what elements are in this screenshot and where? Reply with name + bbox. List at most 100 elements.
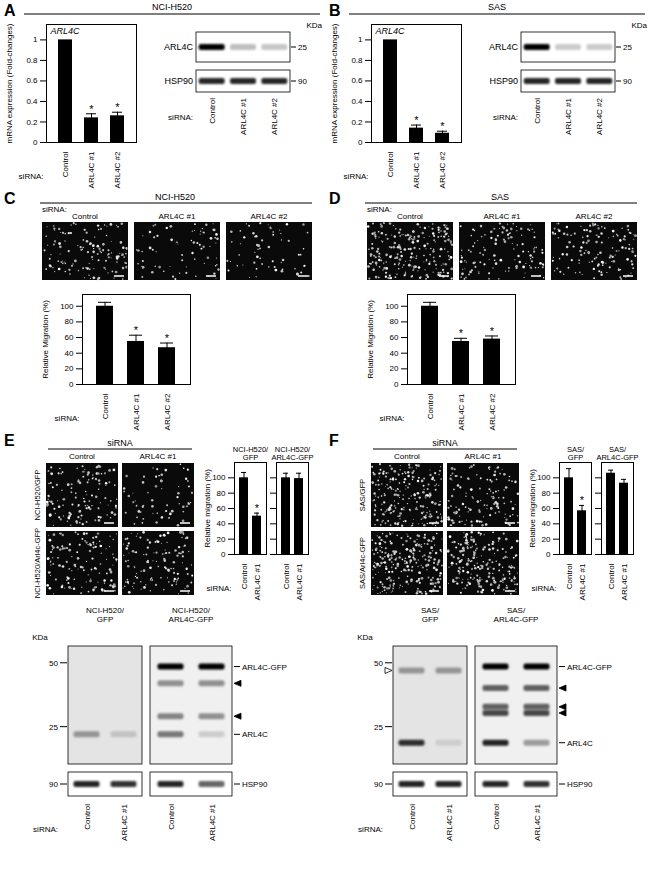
svg-text:Control: Control — [492, 804, 501, 830]
svg-text:90: 90 — [49, 780, 58, 789]
svg-text:80: 80 — [65, 317, 74, 326]
svg-text:SAS/ARL4C-GFP: SAS/ARL4C-GFP — [494, 606, 539, 624]
svg-text:*: * — [580, 494, 585, 506]
svg-text:ARL4C: ARL4C — [50, 26, 81, 36]
svg-text:Control: Control — [101, 393, 110, 419]
svg-text:siRNA:: siRNA: — [55, 414, 80, 423]
svg-text:ARL4C #1: ARL4C #1 — [445, 803, 454, 840]
svg-text:SAS/GFP: SAS/GFP — [567, 445, 585, 462]
svg-text:SAS/ARL4C-GFP: SAS/ARL4C-GFP — [596, 445, 638, 462]
svg-text:0: 0 — [33, 138, 38, 147]
svg-text:ARL4C #2: ARL4C #2 — [595, 97, 604, 134]
svg-text:siRNA:: siRNA: — [207, 584, 232, 593]
svg-text:20: 20 — [217, 535, 226, 544]
svg-text:Control: Control — [533, 98, 542, 124]
svg-text:ARL4C #1: ARL4C #1 — [564, 97, 573, 134]
svg-text:ARL4C #1: ARL4C #1 — [465, 452, 502, 461]
svg-text:Control: Control — [386, 151, 395, 177]
svg-text:Control: Control — [565, 563, 574, 589]
svg-text:90: 90 — [298, 77, 307, 86]
svg-text:NCI-H520/GFP: NCI-H520/GFP — [33, 470, 42, 521]
svg-text:SAS/Arl4c-GFP: SAS/Arl4c-GFP — [358, 537, 367, 589]
svg-text:NCI-H520/ARL4C-GFP: NCI-H520/ARL4C-GFP — [271, 445, 313, 462]
svg-text:siRNA:: siRNA: — [380, 414, 405, 423]
svg-text:B: B — [329, 2, 341, 19]
svg-text:90: 90 — [623, 77, 632, 86]
svg-text:0.4: 0.4 — [351, 97, 363, 106]
svg-text:ARL4C #1: ARL4C #1 — [295, 563, 304, 600]
svg-text:1: 1 — [33, 35, 38, 44]
svg-text:60: 60 — [65, 333, 74, 342]
svg-text:Relative migration (%): Relative migration (%) — [203, 469, 212, 548]
svg-text:*: * — [89, 103, 94, 115]
svg-text:20: 20 — [65, 364, 74, 373]
svg-text:Control: Control — [69, 452, 95, 461]
svg-text:Control: Control — [208, 98, 217, 124]
svg-text:ARL4C #2: ARL4C #2 — [163, 393, 172, 430]
svg-text:0.6: 0.6 — [26, 76, 38, 85]
svg-text:NCI-H520/GFP: NCI-H520/GFP — [233, 445, 269, 462]
svg-text:100: 100 — [385, 302, 399, 311]
svg-text:1: 1 — [358, 35, 363, 44]
svg-text:25: 25 — [374, 723, 383, 732]
svg-text:mRNA expression (Fold-changes): mRNA expression (Fold-changes) — [5, 23, 14, 143]
svg-text:Control: Control — [72, 212, 98, 221]
svg-text:100: 100 — [60, 302, 74, 311]
svg-text:Control: Control — [408, 804, 417, 830]
svg-text:40: 40 — [217, 519, 226, 528]
svg-text:60: 60 — [542, 504, 551, 513]
svg-text:Relative Migration (%): Relative Migration (%) — [366, 300, 375, 379]
svg-text:*: * — [165, 332, 170, 344]
svg-text:100: 100 — [212, 473, 226, 482]
svg-text:*: * — [414, 114, 419, 126]
svg-text:60: 60 — [390, 333, 399, 342]
svg-text:Control: Control — [240, 563, 249, 589]
svg-text:siRNA:: siRNA: — [367, 205, 392, 214]
svg-text:SAS: SAS — [488, 2, 506, 12]
svg-text:ARL4C #1: ARL4C #1 — [620, 563, 629, 600]
svg-text:Relative migration (%): Relative migration (%) — [528, 469, 537, 548]
svg-text:0: 0 — [221, 550, 226, 559]
svg-text:25: 25 — [298, 43, 307, 52]
svg-text:*: * — [459, 327, 464, 339]
svg-text:0.6: 0.6 — [351, 76, 363, 85]
svg-text:NCI-H520/GFP: NCI-H520/GFP — [86, 606, 125, 624]
svg-text:siRNA:: siRNA: — [493, 113, 518, 122]
svg-text:siRNA:: siRNA: — [42, 205, 67, 214]
svg-text:siRNA:: siRNA: — [344, 172, 369, 181]
svg-text:ARL4C #1: ARL4C #1 — [533, 803, 542, 840]
svg-text:20: 20 — [390, 364, 399, 373]
svg-text:Control: Control — [83, 804, 92, 830]
svg-text:ARL4C #1: ARL4C #1 — [120, 803, 129, 840]
svg-text:C: C — [4, 190, 16, 207]
svg-text:ARL4C-GFP: ARL4C-GFP — [567, 663, 612, 672]
svg-text:*: * — [440, 120, 445, 132]
svg-text:Control: Control — [426, 393, 435, 419]
svg-text:0.8: 0.8 — [26, 56, 38, 65]
svg-text:siRNA:: siRNA: — [532, 584, 557, 593]
svg-text:25: 25 — [623, 43, 632, 52]
svg-text:A: A — [4, 2, 16, 19]
svg-text:ARL4C: ARL4C — [375, 26, 406, 36]
svg-text:40: 40 — [542, 519, 551, 528]
svg-text:ARL4C #2: ARL4C #2 — [576, 212, 613, 221]
svg-text:ARL4C #1: ARL4C #1 — [239, 97, 248, 134]
svg-text:ARL4C #1: ARL4C #1 — [208, 803, 217, 840]
svg-text:ARL4C #1: ARL4C #1 — [253, 563, 262, 600]
svg-text:0: 0 — [394, 380, 399, 389]
svg-text:ARL4C #1: ARL4C #1 — [412, 151, 421, 188]
svg-text:siRNA: siRNA — [107, 438, 133, 448]
svg-text:ARL4C: ARL4C — [567, 739, 593, 748]
svg-text:ARL4C: ARL4C — [164, 42, 194, 52]
svg-text:ARL4C #1: ARL4C #1 — [132, 393, 141, 430]
svg-text:Control: Control — [282, 563, 291, 589]
svg-text:60: 60 — [217, 504, 226, 513]
svg-text:NCI-H520/ARL4C-GFP: NCI-H520/ARL4C-GFP — [169, 606, 214, 624]
svg-text:20: 20 — [542, 535, 551, 544]
svg-text:NCI-H520: NCI-H520 — [152, 2, 192, 12]
svg-text:Control: Control — [61, 151, 70, 177]
svg-text:KDa: KDa — [357, 633, 373, 642]
svg-text:Relative Migration (%): Relative Migration (%) — [41, 300, 50, 379]
svg-text:ARL4C #1: ARL4C #1 — [484, 212, 521, 221]
svg-text:0.4: 0.4 — [26, 97, 38, 106]
